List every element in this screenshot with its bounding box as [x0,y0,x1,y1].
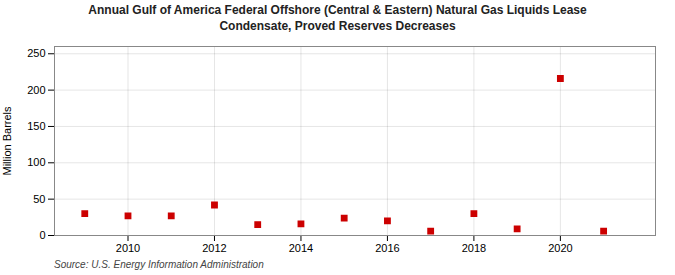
svg-text:200: 200 [27,84,45,96]
svg-text:250: 250 [27,47,45,59]
svg-text:2016: 2016 [375,242,399,254]
svg-text:2020: 2020 [548,242,572,254]
svg-text:Million Barrels: Million Barrels [1,106,13,176]
svg-text:2012: 2012 [202,242,226,254]
svg-text:2010: 2010 [116,242,140,254]
svg-text:2018: 2018 [462,242,486,254]
svg-text:50: 50 [33,193,45,205]
svg-text:100: 100 [27,157,45,169]
svg-text:150: 150 [27,120,45,132]
html-text:Annual Gulf of America Federal: Annual Gulf of America Federal Offshore … [88,3,587,33]
svg-text:0: 0 [39,229,45,241]
html-text:Source: U.S. Energy Informatio: Source: U.S. Energy Information Administ… [54,259,264,271]
svg-text:2014: 2014 [289,242,313,254]
